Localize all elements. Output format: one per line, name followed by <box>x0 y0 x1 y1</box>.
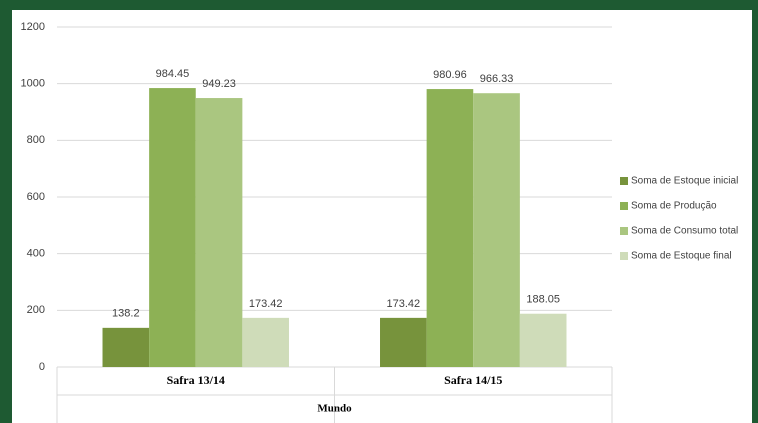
legend-label: Soma de Consumo total <box>631 226 738 237</box>
data-label: 966.33 <box>480 73 514 85</box>
legend-swatch <box>620 177 628 185</box>
y-tick-label: 600 <box>27 191 45 203</box>
legend-label: Soma de Produção <box>631 201 717 212</box>
bar <box>195 98 243 367</box>
bar <box>473 93 520 368</box>
legend-swatch <box>620 252 628 260</box>
y-tick-label: 400 <box>27 248 45 260</box>
x-tick-label: Safra 14/15 <box>444 373 502 387</box>
legend-label: Soma de Estoque inicial <box>631 176 738 187</box>
y-tick-label: 800 <box>27 134 45 146</box>
data-label: 138.2 <box>112 308 140 320</box>
x-axis-label: Mundo <box>317 403 352 415</box>
bar <box>380 317 427 367</box>
bar <box>519 313 567 367</box>
bar <box>426 89 474 367</box>
legend-swatch <box>620 202 628 210</box>
data-label: 984.45 <box>156 68 190 80</box>
data-label: 188.05 <box>526 294 560 306</box>
bar <box>242 317 289 367</box>
bar <box>149 88 196 367</box>
y-tick-label: 1200 <box>21 21 45 33</box>
data-label: 980.96 <box>433 69 467 81</box>
legend-label: Soma de Estoque final <box>631 251 732 262</box>
legend-swatch <box>620 227 628 235</box>
data-label: 949.23 <box>202 78 236 90</box>
data-label: 173.42 <box>249 298 283 310</box>
y-tick-label: 1000 <box>21 78 45 90</box>
y-tick-label: 200 <box>27 304 45 316</box>
data-label: 173.42 <box>386 298 420 310</box>
bar <box>102 327 150 367</box>
y-tick-label: 0 <box>39 361 45 373</box>
x-tick-label: Safra 13/14 <box>167 373 225 387</box>
